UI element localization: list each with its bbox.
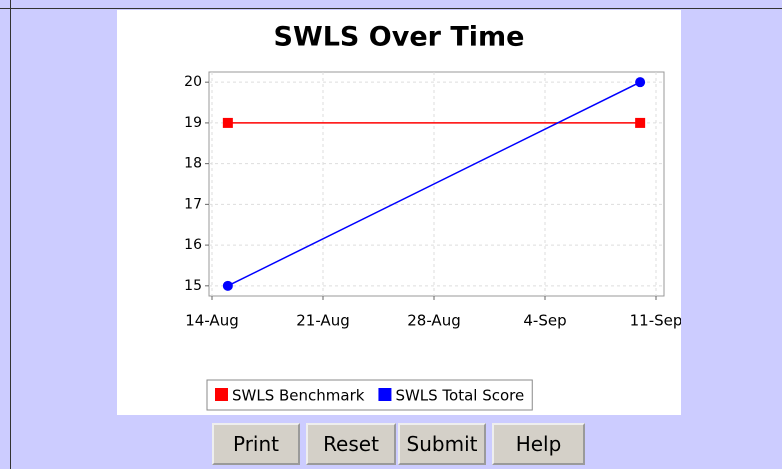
x-tick-label: 14-Aug [185, 312, 238, 330]
frame-line [0, 8, 782, 9]
button[interactable]: Reset [306, 423, 396, 465]
button[interactable]: Print [212, 423, 300, 465]
y-tick-label: 16 [184, 237, 202, 253]
x-tick-label: 21-Aug [296, 312, 349, 330]
y-tick-label: 17 [184, 196, 202, 212]
marker [222, 117, 233, 128]
series-line [227, 81, 641, 287]
button[interactable]: Help [492, 423, 585, 465]
y-tick-label: 19 [184, 115, 202, 131]
y-tick-label: 20 [184, 74, 202, 90]
legend-label: SWLS Total Score [395, 387, 524, 405]
chart: SWLS Over Time 15 16 17 18 19 20 14-Aug 21-Aug 2… [117, 10, 681, 415]
x-tick-label: 4-Sep [523, 312, 566, 330]
x-tick-label: 28-Aug [407, 312, 460, 330]
marker [635, 77, 646, 88]
legend [206, 379, 533, 411]
y-tick-label: 18 [184, 156, 202, 172]
legend-label: SWLS Benchmark [232, 387, 365, 405]
chart-title: SWLS Over Time [274, 22, 525, 53]
button[interactable]: Submit [398, 423, 486, 465]
x-tick-label: 11-Sep [630, 312, 681, 330]
legend-swatch [378, 388, 392, 401]
marker [222, 280, 233, 291]
y-tick-label: 15 [184, 278, 202, 294]
frame-line [10, 0, 11, 469]
plot-area [208, 71, 665, 297]
legend-swatch [215, 388, 228, 401]
marker [635, 117, 646, 128]
